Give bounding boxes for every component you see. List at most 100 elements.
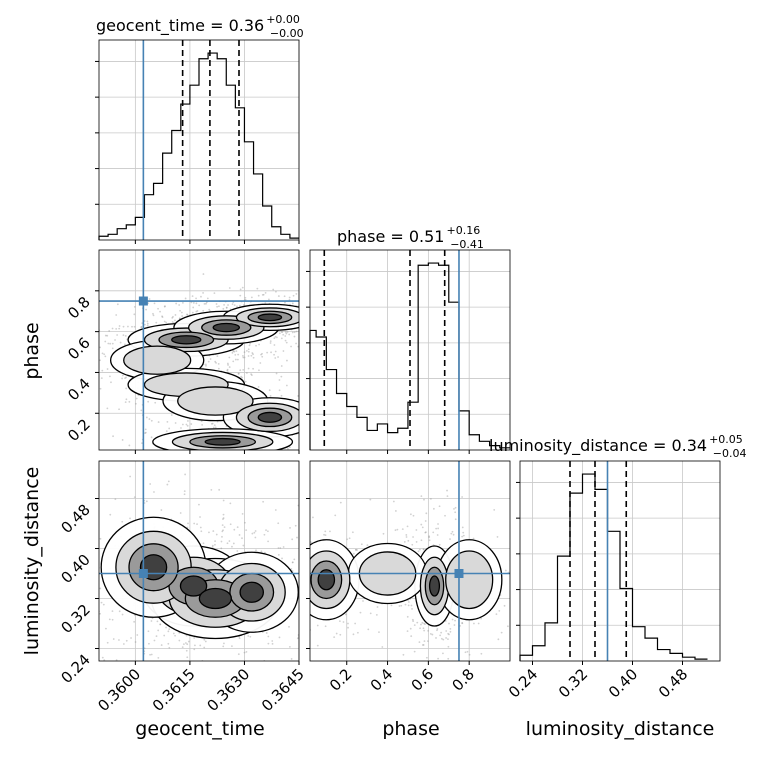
scatter-point bbox=[38, 449, 40, 451]
scatter-point bbox=[226, 368, 229, 371]
scatter-point bbox=[517, 560, 519, 562]
scatter-point bbox=[431, 633, 434, 636]
scatter-point bbox=[218, 488, 221, 491]
scatter-point bbox=[194, 644, 196, 647]
scatter-point bbox=[228, 540, 231, 542]
scatter-point bbox=[295, 330, 298, 333]
scatter-point bbox=[245, 349, 248, 352]
scatter-point bbox=[318, 445, 320, 447]
scatter-point bbox=[99, 387, 102, 390]
scatter-point bbox=[163, 305, 166, 308]
scatter-point bbox=[172, 315, 174, 318]
hist-bar bbox=[633, 627, 646, 661]
scatter-point bbox=[363, 290, 365, 292]
scatter-point bbox=[291, 506, 293, 508]
scatter-point bbox=[394, 510, 397, 512]
scatter-point bbox=[461, 535, 464, 538]
scatter-point bbox=[249, 635, 252, 638]
scatter-point bbox=[355, 430, 357, 432]
scatter-point bbox=[143, 455, 145, 457]
scatter-point bbox=[307, 587, 309, 589]
scatter-point bbox=[195, 302, 198, 305]
hist-step-line bbox=[309, 262, 510, 450]
scatter-point bbox=[217, 305, 220, 308]
scatter-point bbox=[338, 417, 340, 419]
scatter-point bbox=[324, 530, 327, 533]
x-tick-label: 0.8 bbox=[448, 665, 478, 695]
scatter-point bbox=[352, 552, 355, 555]
scatter-point bbox=[233, 700, 235, 702]
scatter-point bbox=[243, 651, 246, 654]
scatter-point bbox=[215, 533, 218, 536]
scatter-point bbox=[547, 586, 549, 588]
scatter-point bbox=[382, 532, 385, 535]
scatter-point bbox=[247, 348, 250, 351]
scatter-point bbox=[418, 548, 421, 551]
scatter-point bbox=[275, 451, 277, 453]
scatter-point bbox=[156, 620, 159, 623]
scatter-point bbox=[101, 656, 104, 659]
scatter-point bbox=[347, 617, 349, 619]
scatter-point bbox=[311, 321, 313, 323]
scatter-point bbox=[125, 639, 128, 642]
scatter-point bbox=[515, 539, 517, 541]
scatter-point bbox=[293, 331, 296, 334]
scatter-point bbox=[293, 558, 296, 561]
scatter-point bbox=[93, 398, 95, 400]
scatter-point bbox=[316, 345, 318, 347]
scatter-point bbox=[179, 309, 181, 312]
scatter-point bbox=[104, 355, 107, 358]
scatter-point bbox=[178, 304, 181, 306]
scatter-point bbox=[398, 605, 401, 607]
scatter-point bbox=[108, 618, 111, 621]
scatter-point bbox=[344, 613, 347, 616]
scatter-point bbox=[196, 310, 199, 312]
scatter-point bbox=[174, 634, 176, 637]
scatter-point bbox=[242, 304, 245, 306]
x-tick-label: 0.48 bbox=[655, 665, 691, 701]
scatter-point bbox=[302, 575, 304, 577]
scatter-point bbox=[394, 529, 397, 532]
hist-bar bbox=[583, 474, 596, 661]
scatter-point bbox=[168, 628, 171, 631]
scatter-point bbox=[451, 618, 454, 621]
scatter-point bbox=[91, 625, 93, 627]
scatter-point bbox=[436, 629, 438, 632]
scatter-point bbox=[133, 305, 136, 308]
scatter-point bbox=[352, 633, 355, 636]
scatter-point bbox=[316, 624, 319, 627]
scatter-point bbox=[66, 360, 68, 362]
scatter-point bbox=[329, 310, 331, 312]
scatter-point bbox=[319, 698, 321, 700]
scatter-point bbox=[241, 537, 243, 540]
scatter-point bbox=[304, 309, 306, 311]
scatter-point bbox=[303, 552, 305, 554]
scatter-point bbox=[236, 305, 238, 308]
scatter-point bbox=[302, 551, 304, 553]
scatter-point bbox=[227, 304, 229, 306]
title-luminosity-distance: luminosity_distance = 0.34 +0.05 −0.04 bbox=[489, 433, 747, 460]
scatter-point bbox=[450, 532, 453, 535]
scatter-point bbox=[241, 286, 244, 289]
scatter-point bbox=[114, 339, 116, 341]
scatter-point bbox=[293, 335, 296, 338]
scatter-point bbox=[439, 634, 442, 637]
scatter-point bbox=[300, 312, 302, 314]
scatter-point bbox=[432, 531, 435, 534]
scatter-point bbox=[56, 655, 58, 657]
scatter-point bbox=[438, 543, 441, 546]
scatter-point bbox=[400, 604, 403, 607]
hist-bar bbox=[469, 435, 479, 450]
scatter-point bbox=[294, 459, 296, 461]
x-tick-label: 0.40 bbox=[605, 665, 641, 701]
scatter-point bbox=[140, 325, 143, 328]
density-panel-luminosity-distance-vs-geocent-time bbox=[56, 460, 349, 702]
scatter-point bbox=[93, 519, 95, 521]
scatter-point bbox=[440, 637, 443, 640]
scatter-point bbox=[303, 316, 305, 318]
scatter-point bbox=[64, 512, 66, 514]
scatter-point bbox=[216, 355, 219, 358]
scatter-point bbox=[355, 548, 357, 551]
scatter-point bbox=[106, 368, 109, 370]
x-tick-label: 0.3600 bbox=[94, 665, 144, 715]
